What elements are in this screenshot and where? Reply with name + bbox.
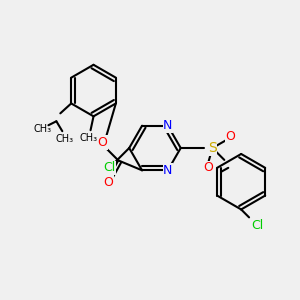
- Text: N: N: [163, 119, 172, 132]
- Text: O: O: [203, 161, 213, 174]
- Text: CH₃: CH₃: [33, 124, 52, 134]
- Text: N: N: [163, 164, 172, 177]
- Text: CH₃: CH₃: [55, 134, 73, 144]
- Text: Cl: Cl: [251, 219, 263, 232]
- Text: CH₃: CH₃: [80, 133, 98, 143]
- Text: Cl: Cl: [103, 161, 116, 174]
- Text: S: S: [208, 141, 217, 155]
- Text: O: O: [225, 130, 235, 142]
- Text: O: O: [103, 176, 113, 189]
- Text: O: O: [98, 136, 107, 149]
